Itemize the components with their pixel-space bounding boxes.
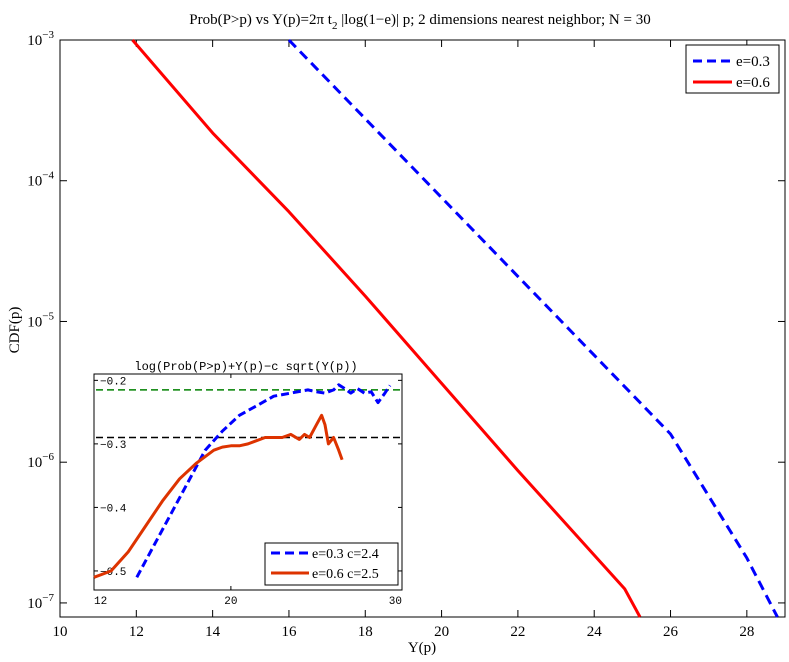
inset-y-tick-label: −0.4 xyxy=(100,503,127,515)
main-y-tick-base: 10 xyxy=(27,174,42,190)
main-legend: e=0.3 e=0.6 xyxy=(685,44,780,94)
main-y-tick-base: 10 xyxy=(27,33,42,49)
main-y-tick-label: 10−4 xyxy=(27,170,54,190)
main-plot-frame xyxy=(59,39,786,618)
main-x-axis-label: Y(p) xyxy=(408,640,436,656)
main-chart-title: Prob(P>p) vs Y(p)=2π t2 |log(1−e)| p; 2 … xyxy=(189,12,650,32)
main-x-tick-label: 18 xyxy=(358,624,373,640)
main-y-axis-label: CDF(p) xyxy=(7,307,23,354)
main-y-tick-label: 10−3 xyxy=(27,29,54,49)
inset-legend-label-e03: e=0.3 c=2.4 xyxy=(312,547,379,562)
inset-series-group xyxy=(93,383,400,579)
inset-y-tick-label: −0.5 xyxy=(100,567,126,579)
main-x-tick-label: 26 xyxy=(663,624,679,640)
main-y-tick-label: 10−5 xyxy=(27,310,54,330)
main-y-tick-label: 10−6 xyxy=(27,451,54,471)
main-y-tick-label: 10−7 xyxy=(27,592,54,612)
main-y-tick-base: 10 xyxy=(27,314,42,330)
inset-x-tick-label: 20 xyxy=(224,596,237,608)
main-y-tick-exponent: −6 xyxy=(42,451,54,463)
main-x-tick-label: 20 xyxy=(434,624,449,640)
inset-y-tick-label: −0.2 xyxy=(100,376,126,388)
main-legend-box xyxy=(685,44,780,94)
main-y-tick-exponent: −7 xyxy=(42,592,54,604)
main-series-line-1 xyxy=(131,39,642,618)
main-series-group xyxy=(131,38,779,618)
main-x-tick-label: 14 xyxy=(205,624,221,640)
main-legend-label-e03: e=0.3 xyxy=(736,54,770,70)
inset-series-line-1 xyxy=(93,413,344,579)
inset-legend-box xyxy=(264,542,399,586)
main-y-tick-exponent: −5 xyxy=(42,310,54,322)
main-y-tick-exponent: −4 xyxy=(42,170,54,182)
inset-legend-label-e06: e=0.6 c=2.5 xyxy=(312,567,379,582)
main-x-tick-label: 16 xyxy=(281,624,297,640)
main-series-line-0 xyxy=(287,38,779,618)
inset-legend: e=0.3 c=2.4 e=0.6 c=2.5 xyxy=(264,542,399,586)
main-x-tick-label: 28 xyxy=(739,624,754,640)
main-x-tick-label: 10 xyxy=(53,624,68,640)
main-legend-label-e06: e=0.6 xyxy=(736,75,770,91)
inset-chart-title: log(Prob(P>p)+Y(p)−c sqrt(Y(p)) xyxy=(134,360,357,374)
main-y-tick-base: 10 xyxy=(27,596,42,612)
main-x-tick-label: 12 xyxy=(129,624,144,640)
main-x-tick-label: 24 xyxy=(587,624,603,640)
inset-x-tick-label: 30 xyxy=(389,596,402,608)
main-x-tick-label: 22 xyxy=(510,624,525,640)
inset-y-tick-label: −0.3 xyxy=(100,440,126,452)
inset-axis-ticks: 12 20 30 −0.5 −0.4 −0.3 −0.2 xyxy=(93,374,403,608)
main-y-tick-exponent: −3 xyxy=(42,29,54,41)
inset-x-tick-label: 12 xyxy=(94,596,107,608)
main-y-tick-base: 10 xyxy=(27,455,42,471)
